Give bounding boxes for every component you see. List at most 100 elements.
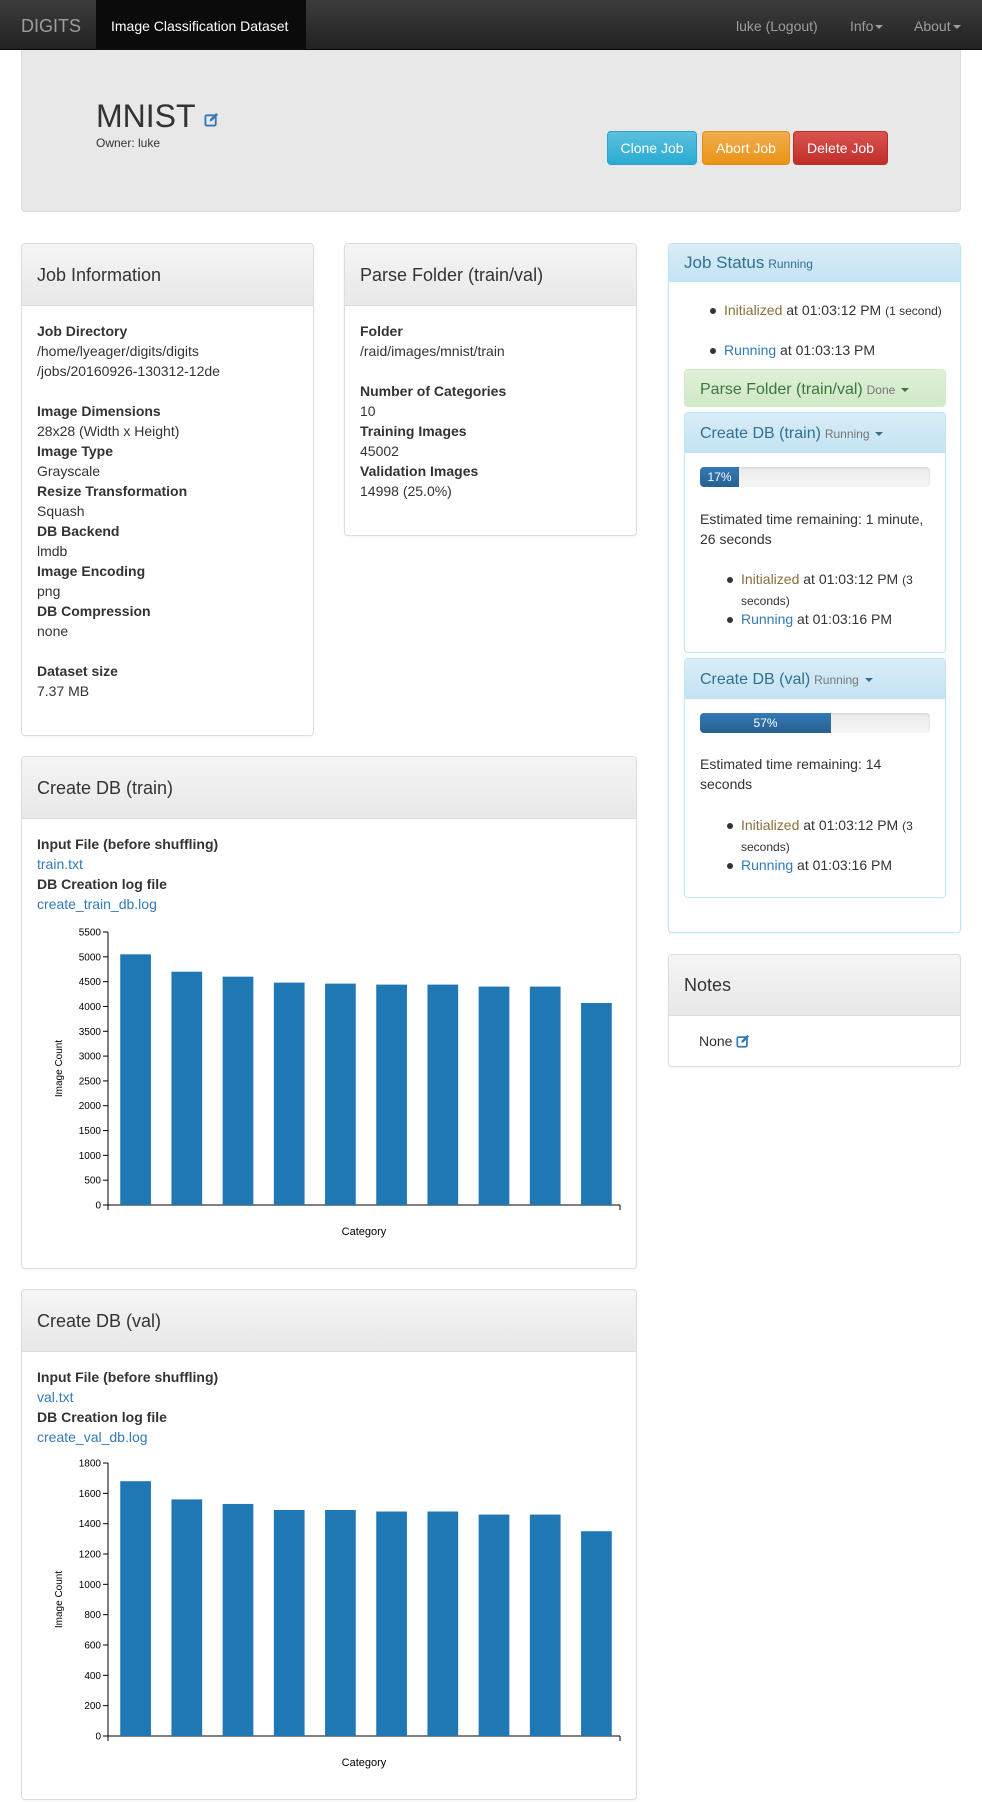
field-label: DB Backend xyxy=(37,523,120,539)
status-badge: Running xyxy=(768,257,813,271)
input-file-link[interactable]: val.txt xyxy=(37,1389,74,1405)
running-label: Running xyxy=(724,342,777,358)
job-header: MNIST Owner: luke Clone Job Abort Job De… xyxy=(21,50,961,212)
initialized-label: Initialized xyxy=(741,817,800,833)
panel-title: Notes xyxy=(684,975,732,995)
initialized-label: Initialized xyxy=(724,302,783,318)
panel-heading: Notes xyxy=(669,955,960,1016)
nav-job-type[interactable]: Image Classification Dataset xyxy=(96,0,306,50)
input-file-link[interactable]: train.txt xyxy=(37,856,83,872)
running-label: Running xyxy=(741,857,794,873)
subtask-title: Parse Folder (train/val) xyxy=(700,381,863,398)
timestamp: at 01:03:12 PM xyxy=(799,817,903,833)
field-value: 45002 xyxy=(360,443,399,459)
create-db-val-status-heading[interactable]: Create DB (val) Running xyxy=(685,659,945,699)
y-tick-label: 0 xyxy=(95,1732,101,1743)
log-file-link[interactable]: create_train_db.log xyxy=(37,896,157,912)
field-label: Number of Categories xyxy=(360,383,507,399)
create-db-train-panel: Create DB (train) Input File (before shu… xyxy=(21,756,637,1269)
info-menu-label: Info xyxy=(850,18,874,34)
y-tick-label: 5500 xyxy=(79,928,102,939)
chevron-down-icon xyxy=(875,25,884,30)
edit-icon[interactable] xyxy=(736,1034,750,1051)
status-initialized: Initialized at 01:03:12 PM (3 seconds) xyxy=(727,569,931,611)
train-progress-bar: 17% xyxy=(700,467,740,487)
parse-folder-status[interactable]: Parse Folder (train/val) Done xyxy=(684,369,946,407)
field-label: Input File (before shuffling) xyxy=(37,1369,219,1385)
x-axis-label: Category xyxy=(342,1757,387,1769)
dataset-size: 7.37 MB xyxy=(37,683,90,699)
y-tick-label: 600 xyxy=(84,1641,101,1652)
field-value: Squash xyxy=(37,503,85,519)
panel-heading: Job Information xyxy=(22,244,313,306)
val-eta: Estimated time remaining: 14 seconds xyxy=(700,756,882,792)
field-label: Validation Images xyxy=(360,463,479,479)
train-eta: Estimated time remaining: 1 minute, 26 s… xyxy=(700,511,924,547)
y-tick-label: 3000 xyxy=(79,1052,102,1063)
bar xyxy=(325,983,356,1205)
bar xyxy=(478,986,510,1205)
field-label: Image Encoding xyxy=(37,563,146,579)
y-tick-label: 200 xyxy=(84,1701,101,1712)
bar xyxy=(529,986,561,1205)
log-file-link[interactable]: create_val_db.log xyxy=(37,1429,148,1445)
create-db-train-status-heading[interactable]: Create DB (train) Running xyxy=(685,413,945,453)
notes-content: None xyxy=(699,1033,750,1051)
field-label: Job Directory xyxy=(37,323,128,339)
notes-panel: Notes None xyxy=(668,954,961,1067)
bar xyxy=(478,1514,510,1736)
panel-title: Create DB (val) xyxy=(37,1311,162,1331)
job-information-panel: Job Information Job Directory /home/lyea… xyxy=(21,243,314,736)
delete-job-button[interactable]: Delete Job xyxy=(793,131,888,165)
edit-icon[interactable] xyxy=(204,98,219,135)
bar xyxy=(581,1531,612,1736)
abort-job-button[interactable]: Abort Job xyxy=(702,131,790,165)
bar xyxy=(222,976,254,1205)
duration: (3 seconds) xyxy=(741,819,913,854)
val-distribution-chart: 0 200 400 600 800 1000 1200 1400 1600 1800 Categor… xyxy=(54,1459,621,1769)
y-tick-label: 1200 xyxy=(79,1550,102,1561)
subtask-state: Running xyxy=(814,673,859,687)
bar xyxy=(325,1510,356,1736)
y-tick-label: 1600 xyxy=(79,1489,102,1500)
field-value: Grayscale xyxy=(37,463,101,479)
field-value: none xyxy=(37,623,69,639)
x-axis-label: Category xyxy=(342,1226,387,1238)
user-logout-link[interactable]: luke (Logout) xyxy=(736,18,818,34)
clone-job-button[interactable]: Clone Job xyxy=(607,131,697,165)
field-label: Training Images xyxy=(360,423,467,439)
panel-heading: Parse Folder (train/val) xyxy=(345,244,636,306)
bar xyxy=(120,1481,151,1736)
folder-path: /raid/images/mnist/train xyxy=(360,343,505,359)
brand-link[interactable]: DIGITS xyxy=(21,16,82,36)
subtask-title: Create DB (val) xyxy=(700,671,811,688)
job-info-list: Job Directory /home/lyeager/digits/digit… xyxy=(37,321,220,701)
bar xyxy=(376,984,407,1205)
create-db-val-status: Create DB (val) Running 57% Estimated ti… xyxy=(684,658,946,898)
y-tick-label: 1800 xyxy=(79,1459,102,1470)
job-title: MNIST xyxy=(96,98,195,134)
y-axis-label: Image Count xyxy=(54,1571,65,1628)
chevron-down-icon xyxy=(901,388,910,393)
info-menu[interactable]: Info xyxy=(850,0,884,50)
parse-folder-status-heading[interactable]: Parse Folder (train/val) Done xyxy=(684,369,946,407)
field-value: 28x28 (Width x Height) xyxy=(37,423,180,439)
field-value: 10 xyxy=(360,403,376,419)
y-tick-label: 3500 xyxy=(79,1027,102,1038)
timestamp: at 01:03:16 PM xyxy=(793,611,892,627)
y-tick-label: 1500 xyxy=(79,1126,102,1137)
field-label: Resize Transformation xyxy=(37,483,188,499)
field-value: 14998 (25.0%) xyxy=(360,483,452,499)
bar xyxy=(273,1510,305,1736)
subtask-state: Running xyxy=(824,427,870,441)
y-tick-label: 5000 xyxy=(79,952,102,963)
status-initialized: Initialized at 01:03:12 PM (1 second) xyxy=(710,300,944,321)
running-label: Running xyxy=(741,611,794,627)
about-menu-label: About xyxy=(914,18,951,34)
create-db-val-panel: Create DB (val) Input File (before shuff… xyxy=(21,1289,637,1800)
bar xyxy=(427,1511,459,1736)
y-tick-label: 2000 xyxy=(79,1101,102,1112)
about-menu[interactable]: About xyxy=(914,0,961,50)
bar xyxy=(222,1503,254,1736)
parse-folder-panel: Parse Folder (train/val) Folder /raid/im… xyxy=(344,243,637,536)
